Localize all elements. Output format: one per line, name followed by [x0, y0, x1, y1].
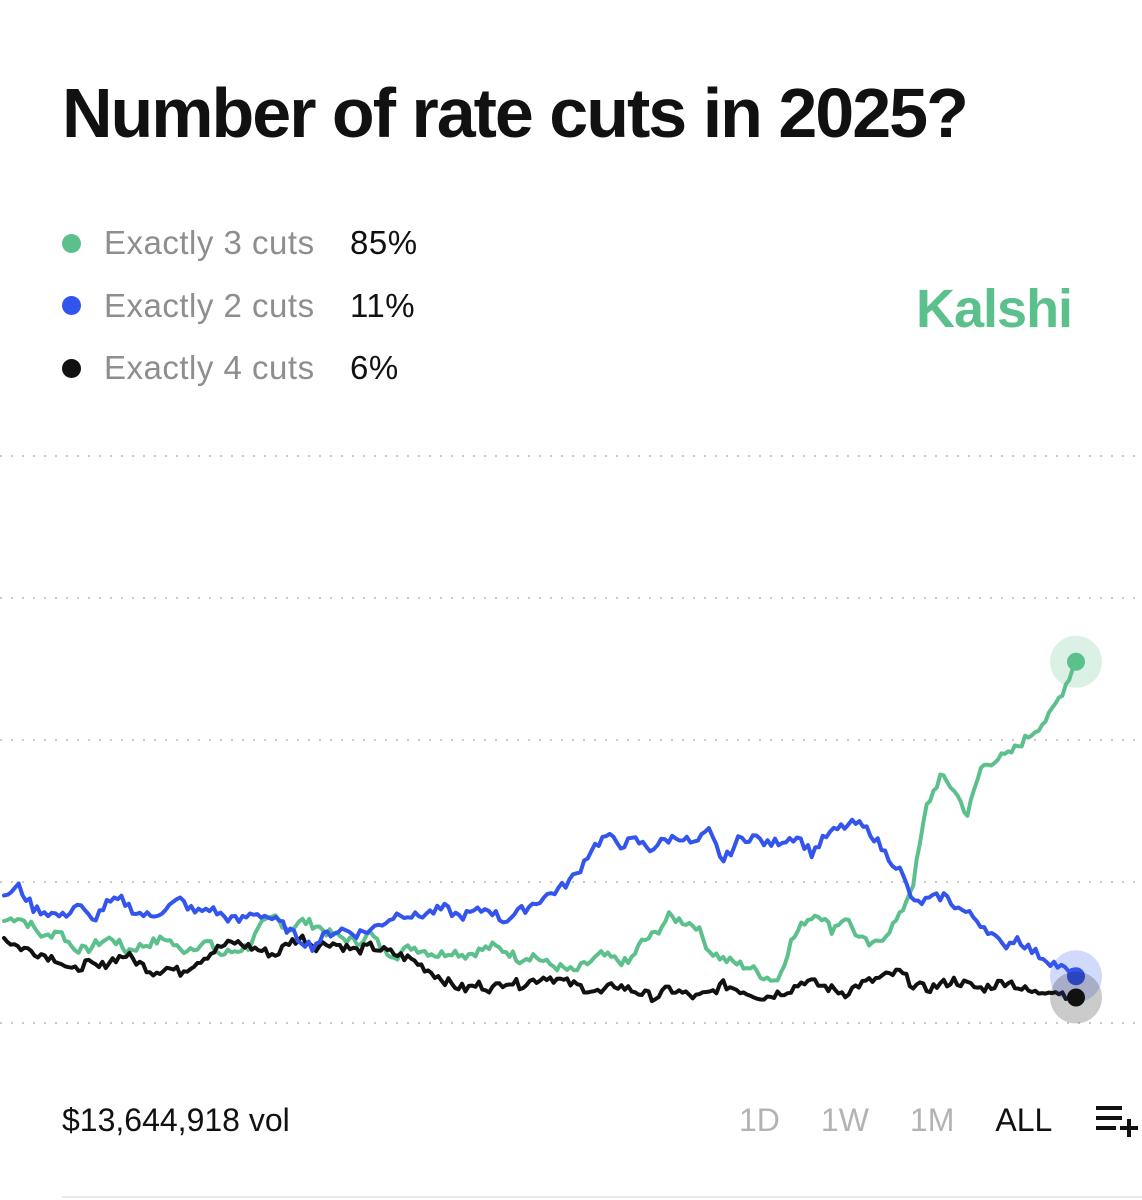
series-line-exactly-3-cuts: [2, 659, 1078, 983]
legend-value: 11%: [350, 286, 416, 324]
brand-logo: Kalshi: [916, 279, 1073, 339]
legend-dot-3-cuts: [62, 233, 81, 253]
legend-item-3-cuts: Exactly 3 cuts 85%: [62, 222, 418, 264]
legend: Exactly 3 cuts 85% Exactly 2 cuts 11% Ex…: [62, 222, 418, 410]
legend-value: 6%: [350, 349, 399, 386]
tab-all[interactable]: ALL: [995, 1101, 1053, 1138]
chart-grid: [0, 455, 1142, 1024]
price-chart: [0, 455, 1142, 1024]
legend-label: Exactly 2 cuts: [104, 286, 315, 324]
tab-1w[interactable]: 1W: [820, 1101, 869, 1138]
legend-item-2-cuts: Exactly 2 cuts 11%: [62, 285, 418, 327]
legend-label: Exactly 3 cuts: [104, 224, 315, 261]
page-title: Number of rate cuts in 2025?: [62, 74, 969, 152]
series-line-exactly-4-cuts: [2, 933, 1078, 1004]
time-range-tabs: 1D 1W 1M ALL: [677, 1096, 1140, 1144]
legend-item-4-cuts: Exactly 4 cuts 6%: [62, 347, 418, 389]
tab-1d[interactable]: 1D: [739, 1101, 780, 1138]
list-add-icon[interactable]: [1096, 1103, 1140, 1137]
chart-end-markers: [1050, 635, 1102, 1024]
chart-series: [2, 659, 1078, 1004]
volume-label: $13,644,918 vol: [62, 1101, 290, 1138]
tab-1m[interactable]: 1M: [909, 1101, 955, 1138]
legend-label: Exactly 4 cuts: [104, 349, 315, 386]
series-line-exactly-2-cuts: [2, 817, 1078, 979]
legend-dot-4-cuts: [62, 358, 81, 378]
legend-dot-2-cuts: [62, 296, 81, 315]
chart-footer: $13,644,918 vol 1D 1W 1M ALL: [62, 1096, 1139, 1144]
end-marker-exactly-3-cuts: [1067, 652, 1085, 671]
bottom-divider: [62, 1196, 1142, 1198]
legend-value: 85%: [350, 224, 418, 261]
end-marker-exactly-2-cuts: [1067, 967, 1085, 986]
end-marker-exactly-4-cuts: [1067, 988, 1085, 1007]
